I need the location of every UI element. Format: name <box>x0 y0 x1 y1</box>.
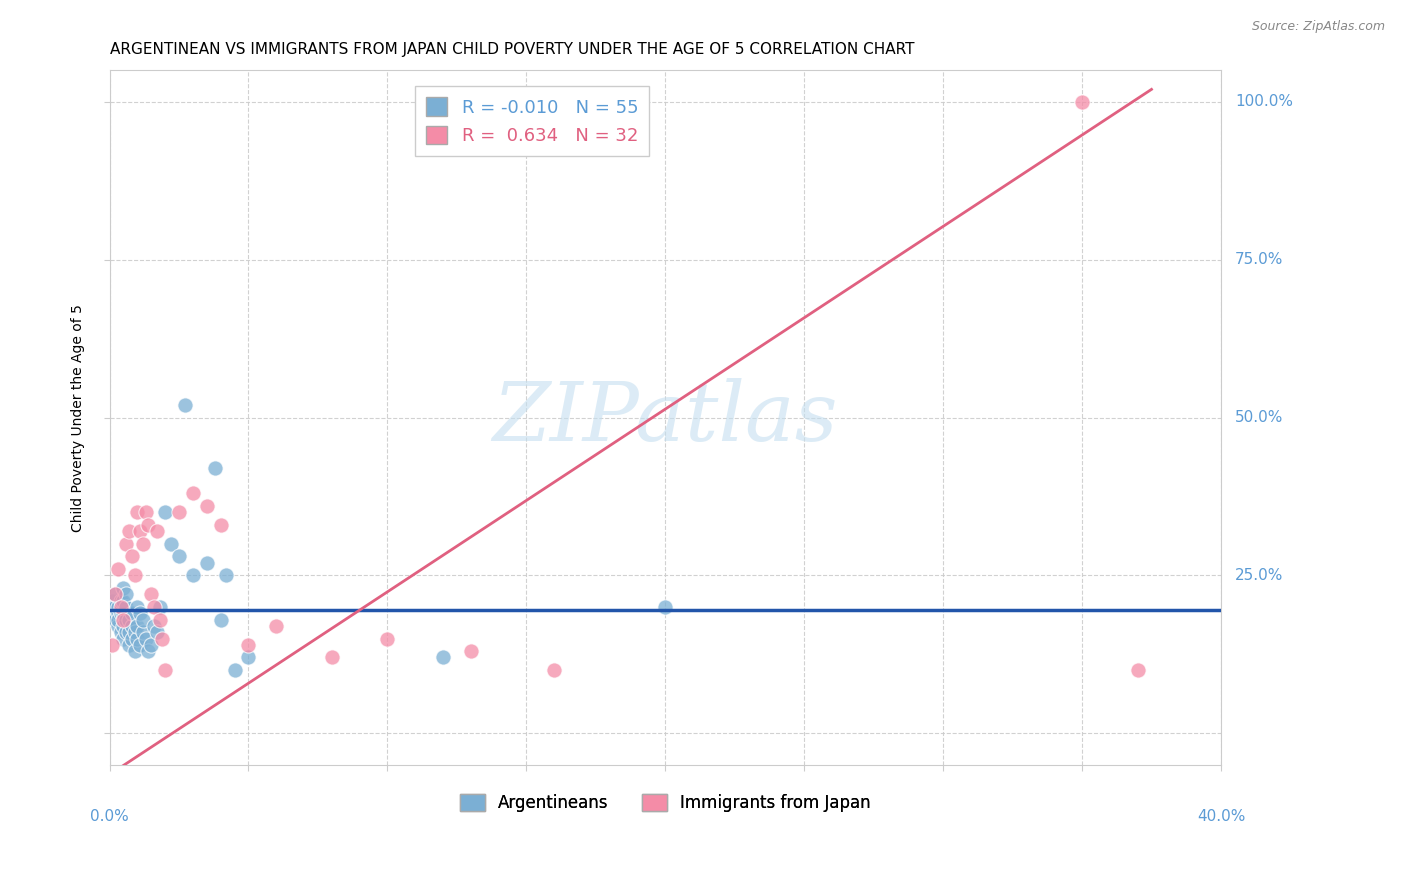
Point <box>121 632 143 646</box>
Point <box>121 607 143 621</box>
Text: 25.0%: 25.0% <box>1234 568 1284 582</box>
Point <box>129 607 152 621</box>
Point <box>153 505 176 519</box>
Point <box>118 524 141 539</box>
Point <box>107 562 129 576</box>
Point <box>112 613 135 627</box>
Point <box>101 607 124 621</box>
Point <box>460 644 482 658</box>
Point <box>167 549 190 564</box>
Point <box>129 638 152 652</box>
Point <box>124 568 146 582</box>
Point <box>146 625 169 640</box>
Point <box>141 587 163 601</box>
Point <box>138 517 160 532</box>
Point <box>181 568 204 582</box>
Text: Source: ZipAtlas.com: Source: ZipAtlas.com <box>1251 20 1385 33</box>
Point <box>104 613 127 627</box>
Text: 50.0%: 50.0% <box>1234 410 1284 425</box>
Point <box>107 607 129 621</box>
Text: ZIPatlas: ZIPatlas <box>492 377 838 458</box>
Point <box>148 613 170 627</box>
Point <box>121 619 143 633</box>
Point <box>107 613 129 627</box>
Point <box>124 625 146 640</box>
Point <box>112 593 135 607</box>
Point <box>127 632 149 646</box>
Point <box>1126 663 1149 677</box>
Point <box>110 599 132 614</box>
Point <box>132 613 155 627</box>
Point <box>107 619 129 633</box>
Point <box>543 663 565 677</box>
Point <box>101 593 124 607</box>
Point <box>118 613 141 627</box>
Point <box>159 537 181 551</box>
Point <box>110 625 132 640</box>
Point <box>654 599 676 614</box>
Point <box>135 632 157 646</box>
Text: ARGENTINEAN VS IMMIGRANTS FROM JAPAN CHILD POVERTY UNDER THE AGE OF 5 CORRELATIO: ARGENTINEAN VS IMMIGRANTS FROM JAPAN CHI… <box>110 42 914 57</box>
Y-axis label: Child Poverty Under the Age of 5: Child Poverty Under the Age of 5 <box>72 303 86 532</box>
Point <box>135 505 157 519</box>
Point <box>138 644 160 658</box>
Point <box>129 524 152 539</box>
Point <box>146 524 169 539</box>
Point <box>167 505 190 519</box>
Point <box>132 625 155 640</box>
Point <box>195 556 218 570</box>
Point <box>195 499 218 513</box>
Point <box>181 486 204 500</box>
Point <box>209 517 232 532</box>
Point <box>127 619 149 633</box>
Point <box>143 599 166 614</box>
Point <box>377 632 399 646</box>
Point <box>104 587 127 601</box>
Point <box>321 650 343 665</box>
Point <box>104 599 127 614</box>
Point <box>115 613 138 627</box>
Legend: Argentineans, Immigrants from Japan: Argentineans, Immigrants from Japan <box>453 788 877 819</box>
Point <box>127 599 149 614</box>
Point <box>238 650 260 665</box>
Point <box>101 638 124 652</box>
Point <box>143 619 166 633</box>
Text: 100.0%: 100.0% <box>1234 95 1294 110</box>
Point <box>238 638 260 652</box>
Point <box>224 663 246 677</box>
Point <box>264 619 287 633</box>
Point <box>115 599 138 614</box>
Point <box>432 650 454 665</box>
Text: 0.0%: 0.0% <box>90 809 129 824</box>
Point <box>112 581 135 595</box>
Point <box>112 619 135 633</box>
Point <box>112 607 135 621</box>
Point <box>173 398 195 412</box>
Point <box>127 505 149 519</box>
Point <box>118 625 141 640</box>
Point <box>115 625 138 640</box>
Point <box>141 638 163 652</box>
Point <box>132 537 155 551</box>
Point <box>115 537 138 551</box>
Point <box>209 613 232 627</box>
Point <box>104 587 127 601</box>
Point <box>107 599 129 614</box>
Point <box>110 607 132 621</box>
Point <box>153 663 176 677</box>
Point <box>204 461 226 475</box>
Point <box>215 568 238 582</box>
Point <box>121 549 143 564</box>
Text: 40.0%: 40.0% <box>1197 809 1246 824</box>
Point <box>115 587 138 601</box>
Point <box>118 638 141 652</box>
Point <box>112 632 135 646</box>
Point <box>150 632 173 646</box>
Text: 75.0%: 75.0% <box>1234 252 1284 268</box>
Point <box>1071 95 1094 109</box>
Point <box>148 599 170 614</box>
Point <box>124 644 146 658</box>
Point <box>110 593 132 607</box>
